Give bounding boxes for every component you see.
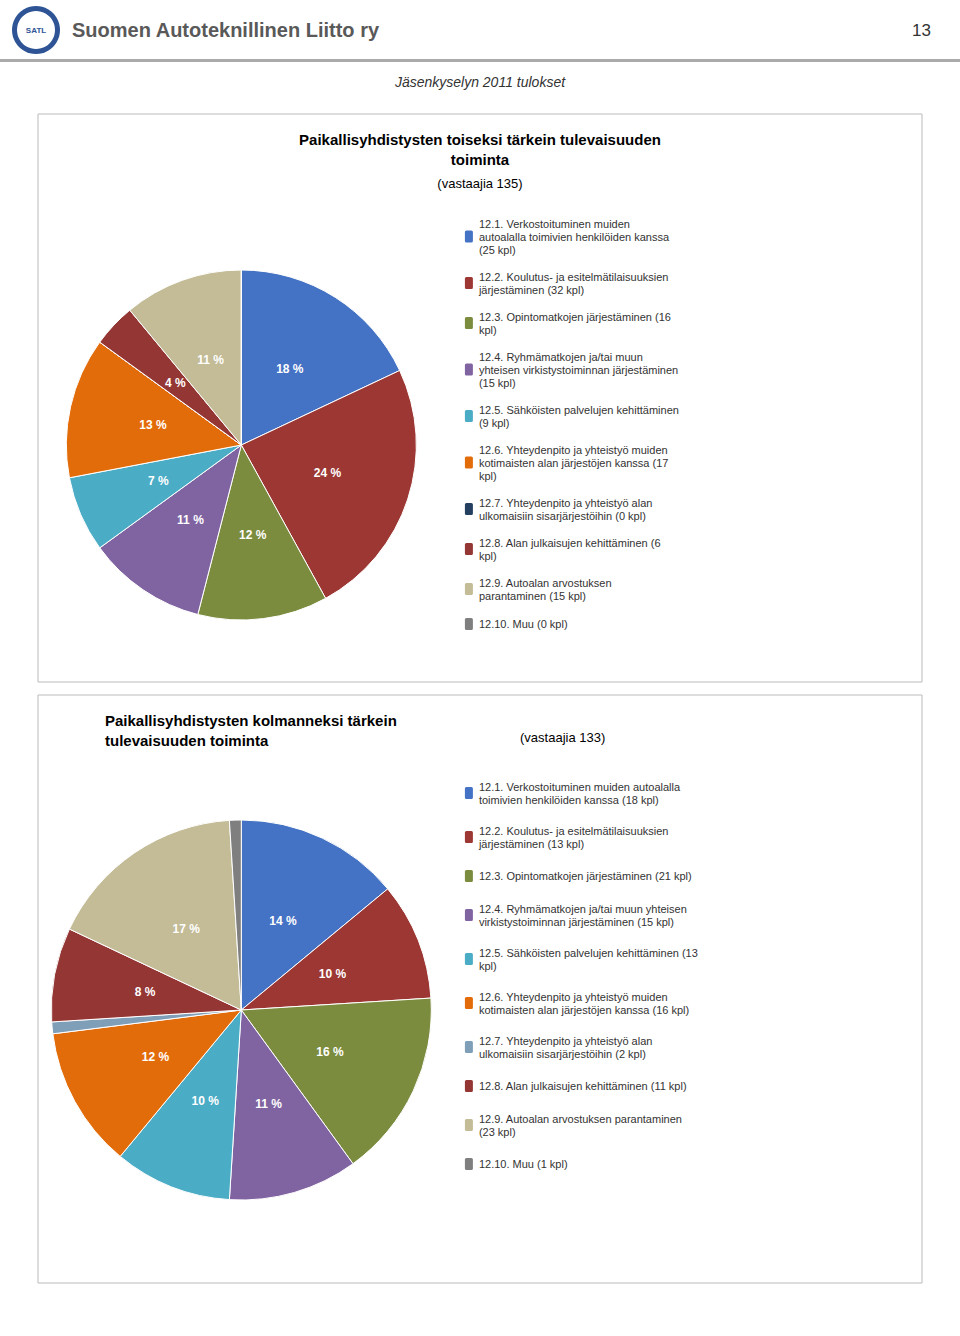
svg-text:12.5. Sähköisten palvelujen ke: 12.5. Sähköisten palvelujen kehittäminen… — [479, 947, 698, 959]
svg-text:13 %: 13 % — [139, 418, 167, 432]
svg-text:18 %: 18 % — [276, 362, 304, 376]
svg-text:kpl): kpl) — [479, 550, 497, 562]
svg-text:12.3. Opintomatkojen järjestäm: 12.3. Opintomatkojen järjestäminen (16 — [479, 311, 671, 323]
svg-text:kpl): kpl) — [479, 470, 497, 482]
svg-text:autoalalla toimivien henkilöid: autoalalla toimivien henkilöiden kanssa — [479, 231, 670, 243]
svg-text:11 %: 11 % — [255, 1097, 282, 1111]
svg-text:12.7. Yhteydenpito ja yhteisty: 12.7. Yhteydenpito ja yhteistyö alan — [479, 1035, 652, 1047]
svg-text:ulkomaisiin sisarjärjestöihin: ulkomaisiin sisarjärjestöihin (2 kpl) — [479, 1048, 646, 1060]
svg-text:toiminta: toiminta — [451, 151, 510, 168]
svg-text:8 %: 8 % — [135, 985, 156, 999]
svg-text:4 %: 4 % — [165, 376, 186, 390]
svg-text:13: 13 — [912, 21, 931, 40]
svg-text:järjestäminen (13 kpl): järjestäminen (13 kpl) — [478, 838, 584, 850]
svg-text:kpl): kpl) — [479, 324, 497, 336]
svg-text:12.8. Alan julkaisujen kehittä: 12.8. Alan julkaisujen kehittäminen (6 — [479, 537, 661, 549]
svg-text:Paikallisyhdistysten toiseksi: Paikallisyhdistysten toiseksi tärkein tu… — [299, 131, 661, 148]
svg-text:yhteisen virkistystoiminnan jä: yhteisen virkistystoiminnan järjestämine… — [479, 364, 678, 376]
svg-text:toimivien henkilöiden kanssa (: toimivien henkilöiden kanssa (18 kpl) — [479, 794, 659, 806]
svg-text:11 %: 11 % — [177, 513, 204, 527]
svg-text:14 %: 14 % — [269, 914, 297, 928]
svg-text:parantaminen (15 kpl): parantaminen (15 kpl) — [479, 590, 586, 602]
svg-text:(25 kpl): (25 kpl) — [479, 244, 516, 256]
svg-text:12.9. Autoalan arvostuksen par: 12.9. Autoalan arvostuksen parantaminen — [479, 1113, 682, 1125]
svg-text:(vastaajia 133): (vastaajia 133) — [520, 730, 605, 745]
svg-text:12.7. Yhteydenpito ja yhteisty: 12.7. Yhteydenpito ja yhteistyö alan — [479, 497, 652, 509]
svg-text:12.4. Ryhmämatkojen ja/tai muu: 12.4. Ryhmämatkojen ja/tai muun — [479, 351, 643, 363]
svg-text:24 %: 24 % — [314, 466, 342, 480]
svg-text:virkistystoiminnan järjestämin: virkistystoiminnan järjestäminen (15 kpl… — [479, 916, 674, 928]
svg-text:10 %: 10 % — [319, 967, 347, 981]
svg-text:11 %: 11 % — [197, 353, 224, 367]
svg-text:SATL: SATL — [26, 26, 46, 35]
svg-text:10 %: 10 % — [192, 1094, 220, 1108]
svg-text:12.4. Ryhmämatkojen ja/tai muu: 12.4. Ryhmämatkojen ja/tai muun yhteisen — [479, 903, 687, 915]
svg-text:(23 kpl): (23 kpl) — [479, 1126, 516, 1138]
svg-text:16 %: 16 % — [316, 1045, 344, 1059]
svg-text:kotimaisten alan järjestöjen k: kotimaisten alan järjestöjen kanssa (16 … — [479, 1004, 689, 1016]
svg-text:(9 kpl): (9 kpl) — [479, 417, 510, 429]
svg-text:12.9. Autoalan arvostuksen: 12.9. Autoalan arvostuksen — [479, 577, 612, 589]
svg-text:12 %: 12 % — [239, 528, 267, 542]
svg-text:järjestäminen (32 kpl): järjestäminen (32 kpl) — [478, 284, 584, 296]
svg-text:12.6. Yhteydenpito ja yhteisty: 12.6. Yhteydenpito ja yhteistyö muiden — [479, 444, 668, 456]
svg-text:(15 kpl): (15 kpl) — [479, 377, 516, 389]
svg-text:12.2. Koulutus- ja esitelmätil: 12.2. Koulutus- ja esitelmätilaisuuksien — [479, 825, 669, 837]
svg-text:ulkomaisiin sisarjärjestöihin: ulkomaisiin sisarjärjestöihin (0 kpl) — [479, 510, 646, 522]
svg-text:12.10. Muu (1 kpl): 12.10. Muu (1 kpl) — [479, 1158, 568, 1170]
svg-text:12.5. Sähköisten palvelujen ke: 12.5. Sähköisten palvelujen kehittäminen — [479, 404, 679, 416]
svg-text:12 %: 12 % — [142, 1050, 170, 1064]
svg-text:Jäsenkyselyn 2011 tulokset: Jäsenkyselyn 2011 tulokset — [394, 74, 566, 90]
svg-text:12.1. Verkostoituminen muiden: 12.1. Verkostoituminen muiden — [479, 218, 630, 230]
svg-text:Paikallisyhdistysten kolmannek: Paikallisyhdistysten kolmanneksi tärkein — [105, 712, 397, 729]
svg-text:(vastaajia 135): (vastaajia 135) — [437, 176, 522, 191]
svg-text:tulevaisuuden toiminta: tulevaisuuden toiminta — [105, 732, 269, 749]
svg-text:12.10. Muu (0 kpl): 12.10. Muu (0 kpl) — [479, 618, 568, 630]
svg-text:kotimaisten alan järjestöjen k: kotimaisten alan järjestöjen kanssa (17 — [479, 457, 669, 469]
svg-text:12.8. Alan julkaisujen kehittä: 12.8. Alan julkaisujen kehittäminen (11 … — [479, 1080, 687, 1092]
svg-text:17 %: 17 % — [173, 922, 201, 936]
svg-text:kpl): kpl) — [479, 960, 497, 972]
svg-text:12.1. Verkostoituminen muiden: 12.1. Verkostoituminen muiden autoalalla — [479, 781, 681, 793]
svg-text:7 %: 7 % — [148, 474, 169, 488]
svg-text:12.6. Yhteydenpito ja yhteisty: 12.6. Yhteydenpito ja yhteistyö muiden — [479, 991, 668, 1003]
svg-text:12.3. Opintomatkojen järjestäm: 12.3. Opintomatkojen järjestäminen (21 k… — [479, 870, 692, 882]
svg-text:Suomen Autoteknillinen Liitto: Suomen Autoteknillinen Liitto ry — [72, 19, 380, 41]
svg-text:12.2. Koulutus- ja esitelmätil: 12.2. Koulutus- ja esitelmätilaisuuksien — [479, 271, 669, 283]
